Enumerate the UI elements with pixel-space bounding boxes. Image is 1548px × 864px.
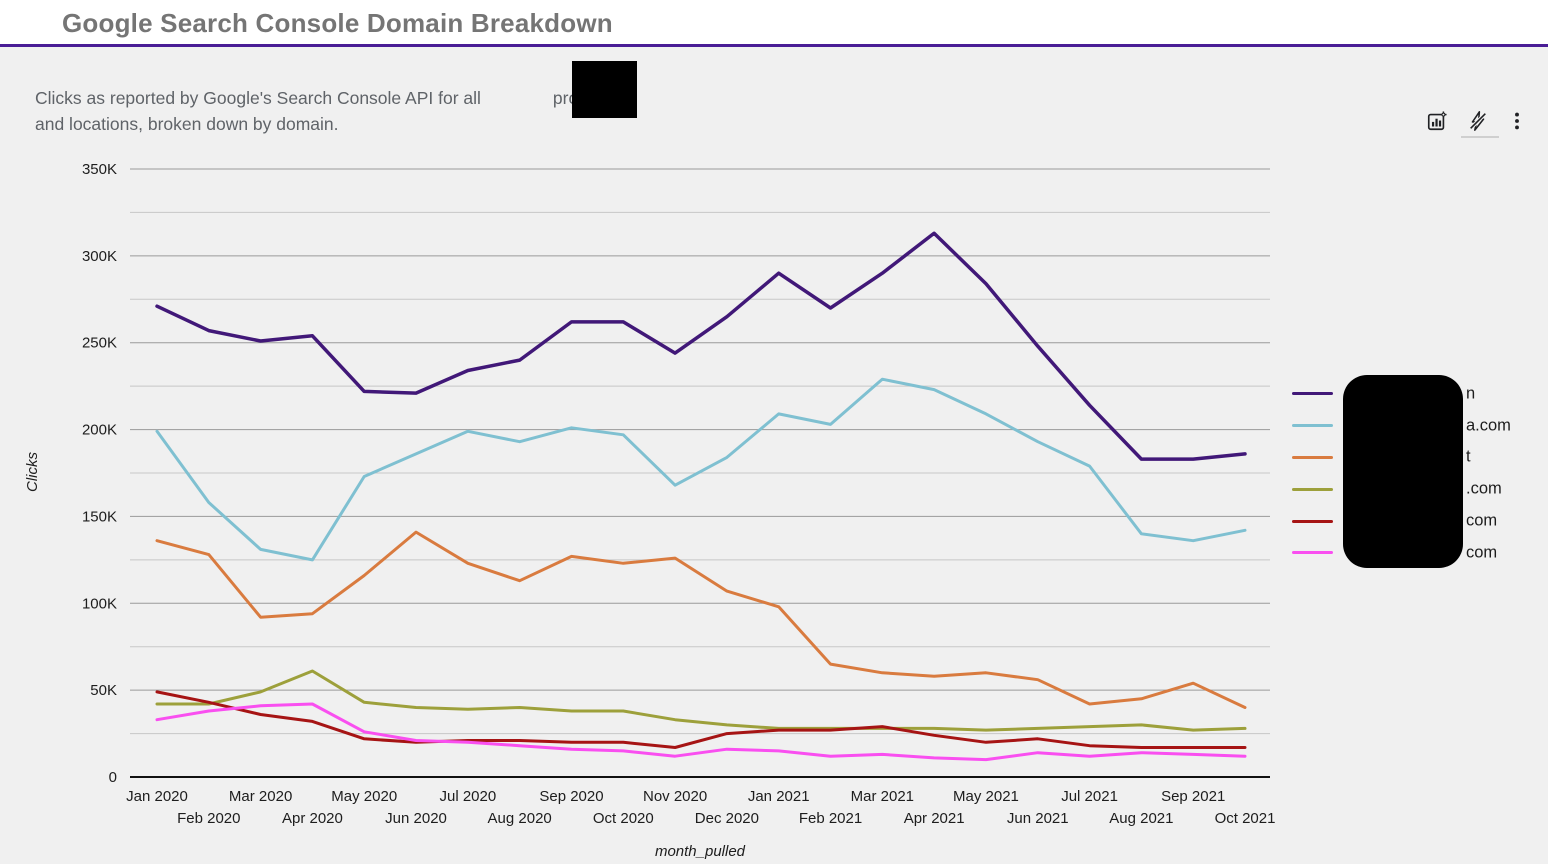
- svg-text:300K: 300K: [82, 248, 117, 265]
- svg-text:Sep 2021: Sep 2021: [1161, 788, 1225, 805]
- legend-swatch: [1292, 551, 1333, 555]
- svg-text:Aug 2021: Aug 2021: [1109, 810, 1173, 827]
- legend-item[interactable]: .com: [1292, 473, 1548, 505]
- svg-text:350K: 350K: [82, 161, 117, 178]
- svg-text:150K: 150K: [82, 508, 117, 525]
- svg-text:Oct 2021: Oct 2021: [1215, 810, 1276, 827]
- legend-label: t: [1466, 447, 1471, 466]
- legend-label: com: [1466, 511, 1498, 530]
- legend-item[interactable]: n: [1292, 378, 1548, 410]
- svg-text:Mar 2021: Mar 2021: [851, 788, 914, 805]
- header-bar: [0, 0, 1548, 47]
- redaction-box-subtitle: [572, 61, 637, 118]
- svg-text:Jun 2021: Jun 2021: [1007, 810, 1069, 827]
- legend-label: a.com: [1466, 416, 1511, 435]
- svg-text:Feb 2020: Feb 2020: [177, 810, 240, 827]
- y-axis-title: Clicks: [24, 452, 41, 492]
- svg-text:May 2021: May 2021: [953, 788, 1019, 805]
- legend-swatch: [1292, 392, 1333, 396]
- page-title: Google Search Console Domain Breakdown: [62, 8, 613, 38]
- svg-text:Jun 2020: Jun 2020: [385, 810, 447, 827]
- legend-item[interactable]: t: [1292, 442, 1548, 474]
- svg-text:250K: 250K: [82, 335, 117, 352]
- chart-subtitle: Clicks as reported by Google's Search Co…: [35, 85, 815, 137]
- svg-text:May 2020: May 2020: [331, 788, 397, 805]
- lightning-off-icon[interactable]: [1467, 110, 1489, 132]
- svg-text:Feb 2021: Feb 2021: [799, 810, 862, 827]
- kebab-menu-icon[interactable]: [1506, 110, 1528, 132]
- subtitle-text-line2: and locations, broken down by domain.: [35, 114, 339, 134]
- chart-options-icon[interactable]: [1426, 110, 1448, 132]
- legend-swatch: [1292, 487, 1333, 491]
- svg-text:Nov 2020: Nov 2020: [643, 788, 707, 805]
- svg-text:Mar 2020: Mar 2020: [229, 788, 292, 805]
- subtitle-text-pre: Clicks as reported by Google's Search Co…: [35, 88, 481, 108]
- legend-swatch: [1292, 519, 1333, 523]
- legend-item[interactable]: a.com: [1292, 410, 1548, 442]
- legend-swatch: [1292, 424, 1333, 428]
- legend-item[interactable]: com: [1292, 505, 1548, 537]
- svg-text:Apr 2020: Apr 2020: [282, 810, 343, 827]
- svg-text:Jul 2021: Jul 2021: [1061, 788, 1118, 805]
- legend-label: com: [1466, 543, 1498, 562]
- svg-text:Jan 2020: Jan 2020: [126, 788, 188, 805]
- svg-text:Aug 2020: Aug 2020: [488, 810, 552, 827]
- svg-text:200K: 200K: [82, 422, 117, 439]
- x-axis-title: month_pulled: [654, 843, 746, 860]
- svg-text:Jul 2020: Jul 2020: [439, 788, 496, 805]
- svg-text:100K: 100K: [82, 595, 117, 612]
- chart-legend: n a.com t .com com com: [1292, 378, 1548, 569]
- svg-text:Oct 2020: Oct 2020: [593, 810, 654, 827]
- redaction-box-legend: [1343, 375, 1463, 568]
- svg-text:Jan 2021: Jan 2021: [748, 788, 810, 805]
- legend-item[interactable]: com: [1292, 537, 1548, 569]
- svg-text:Dec 2020: Dec 2020: [695, 810, 759, 827]
- legend-swatch: [1292, 455, 1333, 459]
- svg-text:50K: 50K: [90, 682, 117, 699]
- svg-text:Apr 2021: Apr 2021: [904, 810, 965, 827]
- svg-text:0: 0: [109, 769, 117, 786]
- lightning-underline: [1461, 136, 1499, 138]
- legend-label: n: [1466, 384, 1476, 403]
- svg-text:Sep 2020: Sep 2020: [539, 788, 603, 805]
- legend-label: .com: [1466, 479, 1502, 498]
